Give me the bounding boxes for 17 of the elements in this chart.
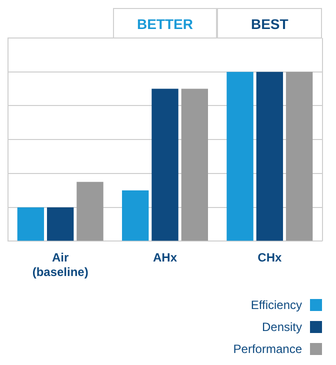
bar <box>181 88 208 241</box>
text: BETTER <box>112 8 218 38</box>
bar <box>76 182 104 241</box>
bar <box>286 72 313 241</box>
bar <box>152 88 178 241</box>
x-tick-label: CHx <box>258 250 282 265</box>
bar <box>256 72 284 241</box>
legend-label: Density <box>262 320 302 334</box>
legend-label: Performance <box>233 342 302 356</box>
bar <box>46 207 74 241</box>
bar <box>226 72 254 241</box>
bar <box>17 207 44 241</box>
x-tick-label: Air (baseline) <box>32 250 88 280</box>
text: BEST <box>217 8 322 38</box>
x-tick-label: AHx <box>152 250 178 265</box>
legend-label: Efficiency <box>250 298 302 312</box>
bar <box>122 190 149 241</box>
